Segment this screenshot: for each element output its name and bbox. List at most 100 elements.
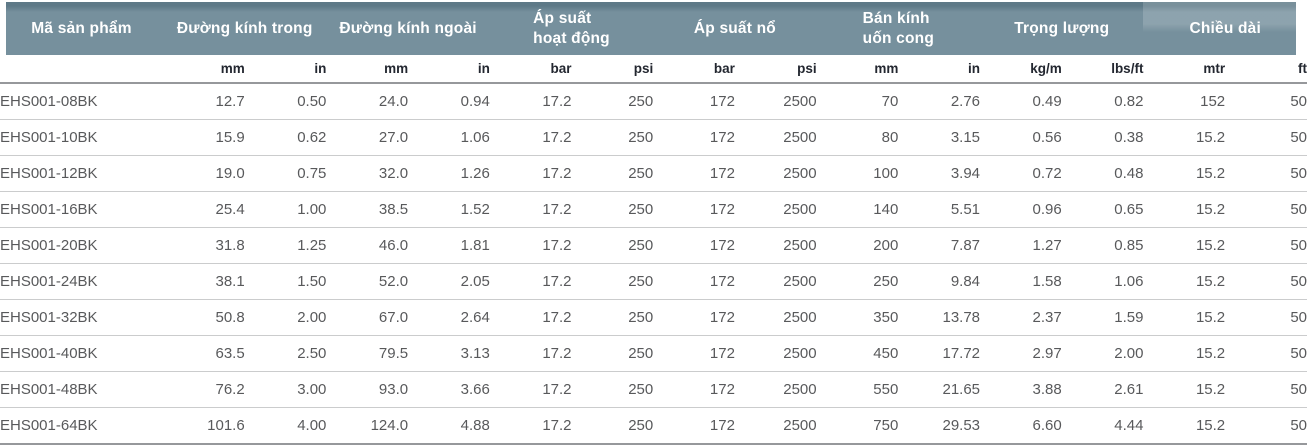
value-cell: 32.0 [326, 155, 409, 192]
header-label-line: hoạt động [533, 29, 610, 47]
value-cell: 29.53 [898, 407, 981, 445]
product-code-cell: EHS001-40BK [0, 335, 163, 372]
value-cell: 100 [816, 155, 899, 192]
value-cell: 50 [1225, 155, 1307, 192]
value-cell: 4.88 [408, 407, 490, 445]
value-cell: 38.1 [163, 263, 245, 300]
value-cell: 250 [571, 227, 654, 264]
unit-cell: kg/m [980, 55, 1062, 84]
value-cell: 2.37 [980, 299, 1062, 336]
value-cell: 172 [653, 155, 735, 192]
table-row: EHS001-16BK 25.4 1.00 38.5 1.52 17.2 250 172 250… [0, 191, 1307, 228]
value-cell: 1.27 [980, 227, 1062, 264]
value-cell: 2500 [734, 191, 817, 228]
table-row: EHS001-12BK 19.0 0.75 32.0 1.26 17.2 250 172 250… [0, 155, 1307, 192]
value-cell: 50 [1225, 371, 1307, 408]
value-cell: 9.84 [898, 263, 981, 300]
value-cell: 50 [1225, 191, 1307, 228]
value-cell: 7.87 [898, 227, 981, 264]
unit-cell: mm [326, 55, 409, 84]
value-cell: 17.2 [489, 191, 572, 228]
value-cell: 140 [816, 191, 899, 228]
product-code-cell: EHS001-12BK [0, 155, 163, 192]
value-cell: 24.0 [326, 83, 409, 120]
value-cell: 0.50 [244, 83, 327, 120]
value-cell: 2500 [734, 83, 817, 120]
value-cell: 4.44 [1061, 407, 1144, 445]
product-code-cell: EHS001-32BK [0, 299, 163, 336]
header-label-line: Áp suất [533, 9, 592, 27]
value-cell: 0.62 [244, 119, 327, 156]
value-cell: 25.4 [163, 191, 245, 228]
value-cell: 1.59 [1061, 299, 1144, 336]
product-code-cell: EHS001-10BK [0, 119, 163, 156]
value-cell: 172 [653, 83, 735, 120]
value-cell: 0.49 [980, 83, 1062, 120]
unit-cell: bar [653, 55, 735, 84]
value-cell: 0.85 [1061, 227, 1144, 264]
product-code-cell: EHS001-64BK [0, 407, 163, 445]
header-label-line: Đường kính ngoài [339, 19, 477, 37]
value-cell: 2.00 [1061, 335, 1144, 372]
value-cell: 250 [571, 263, 654, 300]
unit-cell: in [244, 55, 327, 84]
unit-cell: mm [816, 55, 899, 84]
value-cell: 0.38 [1061, 119, 1144, 156]
column-group-header: Trọng lượng [980, 2, 1144, 55]
value-cell: 21.65 [898, 371, 981, 408]
value-cell: 17.2 [489, 83, 572, 120]
value-cell: 15.2 [1143, 227, 1226, 264]
column-group-label: Chiều dài [1189, 19, 1261, 39]
value-cell: 15.2 [1143, 407, 1226, 445]
value-cell: 3.00 [244, 371, 327, 408]
value-cell: 3.88 [980, 371, 1062, 408]
table-row: EHS001-32BK 50.8 2.00 67.0 2.64 17.2 250 172 250… [0, 299, 1307, 336]
value-cell: 450 [816, 335, 899, 372]
value-cell: 50 [1225, 119, 1307, 156]
value-cell: 17.2 [489, 407, 572, 445]
value-cell: 50 [1225, 407, 1307, 445]
value-cell: 17.2 [489, 155, 572, 192]
unit-cell: psi [571, 55, 654, 84]
value-cell: 0.82 [1061, 83, 1144, 120]
value-cell: 38.5 [326, 191, 409, 228]
header-label-line: Trọng lượng [1014, 19, 1110, 37]
unit-cell: in [898, 55, 981, 84]
unit-cell: mtr [1143, 55, 1226, 84]
value-cell: 3.13 [408, 335, 490, 372]
value-cell: 172 [653, 263, 735, 300]
table-row: EHS001-08BK 12.7 0.50 24.0 0.94 17.2 250 172 250… [0, 83, 1307, 120]
value-cell: 0.75 [244, 155, 327, 192]
value-cell: 17.2 [489, 299, 572, 336]
value-cell: 63.5 [163, 335, 245, 372]
column-group-header: Áp suất hoạt động [489, 2, 654, 55]
value-cell: 172 [653, 119, 735, 156]
value-cell: 27.0 [326, 119, 409, 156]
value-cell: 250 [571, 299, 654, 336]
value-cell: 350 [816, 299, 899, 336]
value-cell: 172 [653, 227, 735, 264]
value-cell: 80 [816, 119, 899, 156]
value-cell: 15.2 [1143, 299, 1226, 336]
value-cell: 0.48 [1061, 155, 1144, 192]
column-group-header: Áp suất nổ [653, 2, 817, 55]
unit-cell: in [408, 55, 490, 84]
value-cell: 3.94 [898, 155, 981, 192]
column-group-header: Đường kính ngoài [326, 2, 490, 55]
value-cell: 1.26 [408, 155, 490, 192]
value-cell: 50 [1225, 299, 1307, 336]
value-cell: 2500 [734, 407, 817, 445]
value-cell: 46.0 [326, 227, 409, 264]
value-cell: 2.97 [980, 335, 1062, 372]
value-cell: 172 [653, 407, 735, 445]
value-cell: 15.2 [1143, 119, 1226, 156]
value-cell: 76.2 [163, 371, 245, 408]
value-cell: 15.2 [1143, 263, 1226, 300]
value-cell: 50 [1225, 335, 1307, 372]
column-group-label: Áp suất hoạt động [533, 9, 610, 49]
column-group-label: Mã sản phẩm [31, 19, 131, 39]
value-cell: 17.2 [489, 263, 572, 300]
product-code-cell: EHS001-48BK [0, 371, 163, 408]
value-cell: 250 [571, 155, 654, 192]
